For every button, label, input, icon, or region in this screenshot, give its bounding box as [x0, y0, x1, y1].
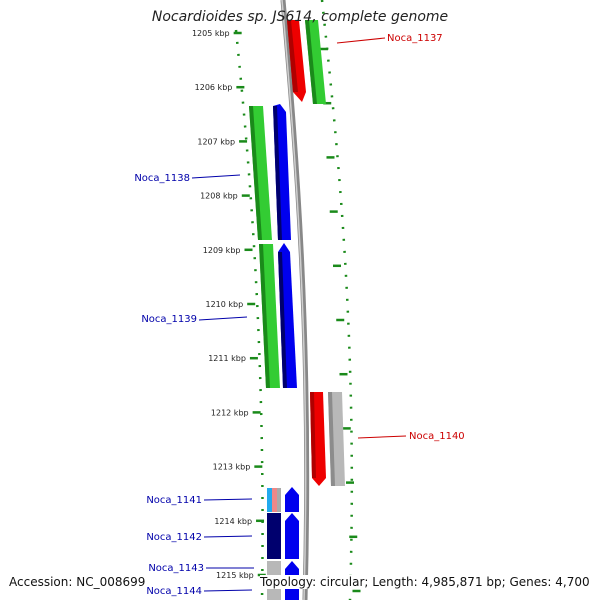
leader-noca-1141	[203, 498, 253, 501]
scale-tick-label: 1214 kbp	[214, 517, 252, 526]
genome-backbone	[280, 0, 310, 600]
scale-tick-label: 1211 kbp	[208, 354, 246, 363]
outer-dotted-ring	[320, 0, 354, 600]
label-noca-1144[interactable]: Noca_1144	[146, 586, 202, 597]
label-noca-1138[interactable]: Noca_1138	[134, 173, 190, 184]
genome-backbone-highlight	[281, 0, 307, 600]
gene-noca-1142-dark	[267, 513, 281, 559]
accession-text: Accession: NC_008699	[9, 575, 146, 589]
scale-tick-label: 1208 kbp	[200, 192, 238, 201]
label-noca-1141[interactable]: Noca_1141	[146, 495, 202, 506]
label-noca-1142[interactable]: Noca_1142	[146, 532, 202, 543]
label-noca-1143[interactable]: Noca_1143	[148, 563, 204, 574]
feature-noca-1140-gray-shade	[328, 392, 335, 486]
cds-noca-1139-green-shade	[259, 244, 270, 388]
leader-noca-1137	[336, 37, 386, 44]
scale-tick-label: 1206 kbp	[195, 83, 233, 92]
genome-summary-text: Topology: circular; Length: 4,985,871 bp…	[260, 575, 590, 589]
gene-noca-1141-blue	[285, 487, 299, 512]
label-noca-1140[interactable]: Noca_1140	[409, 431, 465, 442]
scale-tick-label: 1212 kbp	[211, 408, 249, 417]
scale-ticks: 1205 kbp 1206 kbp 1207 kbp 1208 kbp 1209 kbp…	[192, 29, 361, 593]
feature-noca-1141-gray	[277, 488, 281, 512]
scale-tick-label: 1215 kbp	[216, 571, 254, 580]
cds-noca-1137-green-shade	[305, 20, 317, 104]
gene-noca-1138-blue-shade	[273, 106, 282, 240]
scale-tick-label: 1207 kbp	[197, 137, 235, 146]
leader-noca-1139	[198, 316, 248, 321]
map-title: Nocardioides sp. JS614, complete genome	[151, 9, 449, 25]
feature-noca-1141-cyan	[267, 488, 272, 512]
label-noca-1139[interactable]: Noca_1139	[141, 314, 197, 325]
gene-noca-1139-blue-shade	[278, 252, 287, 388]
scale-tick-label: 1210 kbp	[205, 300, 243, 309]
leader-noca-1144	[203, 589, 253, 592]
scale-tick-label: 1205 kbp	[192, 29, 230, 38]
cds-noca-1138-green-shade	[249, 106, 262, 240]
gene-noca-1137-red-shade	[287, 20, 298, 92]
scale-tick-label: 1209 kbp	[203, 246, 241, 255]
leader-noca-1138	[191, 174, 241, 179]
feature-noca-1141-pink	[272, 488, 277, 512]
scale-tick-label: 1213 kbp	[213, 463, 251, 472]
label-noca-1137[interactable]: Noca_1137	[387, 33, 443, 44]
leader-noca-1142	[203, 535, 253, 538]
gene-noca-1140-red-shade	[310, 392, 316, 478]
leader-noca-1140	[357, 435, 407, 439]
gene-noca-1142-blue	[285, 513, 299, 559]
